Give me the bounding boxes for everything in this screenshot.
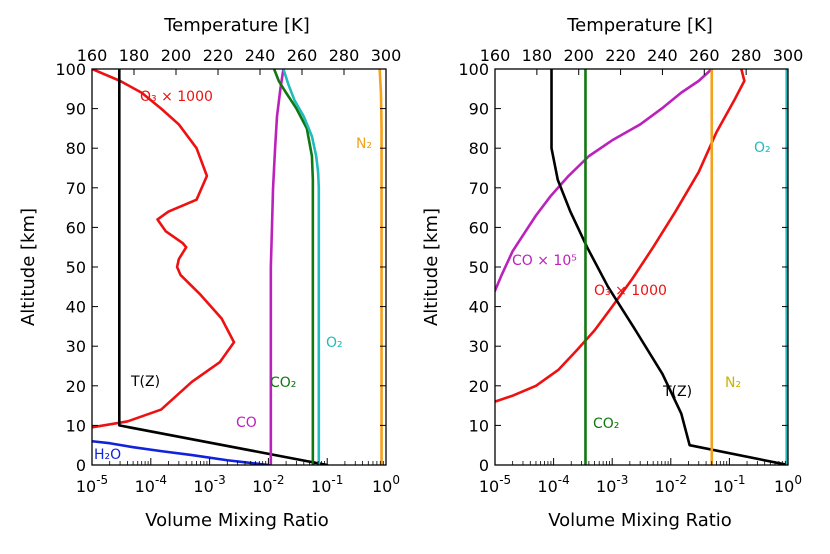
left-y-tick-label: 20 [66,377,86,396]
left-x-tick-label: 100 [372,473,400,496]
left-x2-tick-label: 240 [245,46,276,65]
right-x2-tick-label: 260 [689,46,720,65]
right-bottom-axis-title: Volume Mixing Ratio [548,510,732,531]
left-label-o2: O₂ [326,335,343,351]
left-series-n2 [378,69,383,465]
left-x-tick-label: 10-3 [193,473,225,496]
left-x2-tick-label: 200 [161,46,192,65]
left-label-co: CO [236,415,257,431]
right-y-tick-label: 50 [469,258,489,277]
left-x-tick-label: 10-1 [311,473,343,496]
right-y-tick-label: 100 [458,60,489,79]
right-x2-tick-label: 240 [647,46,678,65]
right-x2-tick-label: 220 [605,46,636,65]
right-series-co-10-5 [495,69,714,293]
right-x2-tick-label: 180 [522,46,553,65]
right-y-tick-label: 80 [469,139,489,158]
left-series-o2 [282,69,321,465]
right-y-tick-label: 90 [469,100,489,119]
left-y-tick-label: 80 [66,139,86,158]
right-x-tick-label: 10-5 [479,473,511,496]
left-y-tick-label: 10 [66,416,86,435]
right-label-co2: CO₂ [593,416,619,432]
right-x-tick-label: 10-1 [713,473,745,496]
right-x-tick-label: 10-4 [537,473,569,496]
left-label-o3: O₃ × 1000 [140,89,213,105]
left-x2-tick-label: 160 [77,46,108,65]
left-label-tz: T(Z) [130,374,160,390]
right-y-tick-label: 60 [469,218,489,237]
right-x-tick-label: 10-2 [655,473,687,496]
right-x-tick-label: 100 [774,473,802,496]
right-series-o3-1000 [495,69,746,403]
right-y-tick-label: 0 [479,456,489,475]
left-series-h2o [92,439,270,465]
right-y-tick-label: 30 [469,337,489,356]
left-top-axis-title: Temperature [K] [163,15,310,36]
left-x2-tick-label: 180 [119,46,150,65]
left-series-t-z [118,69,329,465]
left-plot-frame [91,68,387,466]
right-panel: Temperature [K] Volume Mixing Ratio Alti… [421,15,803,531]
right-label-o3: O₃ × 1000 [594,283,667,299]
left-x-tick-label: 10-2 [252,473,284,496]
left-x2-tick-label: 260 [287,46,318,65]
right-label-n2: N₂ [725,375,741,391]
right-x-tick-label: 10-3 [596,473,628,496]
left-y-tick-label: 60 [66,218,86,237]
left-x2-tick-label: 300 [371,46,402,65]
left-label-co2: CO₂ [270,375,296,391]
right-x2-tick-label: 160 [480,46,511,65]
left-label-h2o: H₂O [94,447,121,463]
right-top-axis-title: Temperature [K] [566,15,713,36]
right-label-co: CO × 10⁵ [512,253,577,269]
left-y-tick-label: 40 [66,298,86,317]
right-x2-tick-label: 300 [773,46,804,65]
right-x2-tick-label: 280 [731,46,762,65]
left-y-tick-label: 70 [66,179,86,198]
left-y-tick-label: 0 [76,456,86,475]
left-series-co2 [272,69,315,465]
left-panel: Temperature [K] Volume Mixing Ratio Alti… [18,15,401,531]
left-y-tick-label: 50 [66,258,86,277]
left-x-tick-label: 10-4 [135,473,167,496]
right-label-tz: T(Z) [662,384,692,400]
left-plot-area: 0 10 20 30 40 50 60 70 80 90 100 10-5 10-4 10-3 10-2 10… [55,46,401,496]
right-y-axis-title: Altitude [km] [421,208,442,326]
right-plot-area: 0 10 20 30 40 50 60 70 80 90 100 10-5 10-4 10-3 10-2 10… [458,46,803,496]
right-y-tick-label: 10 [469,416,489,435]
right-y-tick-label: 40 [469,298,489,317]
left-y-tick-label: 90 [66,100,86,119]
left-series-co [269,69,285,465]
left-x2-tick-label: 280 [329,46,360,65]
left-y-tick-label: 30 [66,337,86,356]
right-y-tick-label: 20 [469,377,489,396]
left-series-o3-1000 [92,69,236,429]
left-y-tick-label: 100 [55,60,86,79]
left-x-tick-label: 10-5 [76,473,108,496]
right-x2-tick-label: 200 [563,46,594,65]
right-series-t-z [550,69,788,465]
left-y-axis-title: Altitude [km] [18,208,39,326]
left-bottom-axis-title: Volume Mixing Ratio [145,510,329,531]
left-x2-tick-label: 220 [203,46,234,65]
left-label-n2: N₂ [356,136,372,152]
right-label-o2: O₂ [754,140,771,156]
right-y-tick-label: 70 [469,179,489,198]
